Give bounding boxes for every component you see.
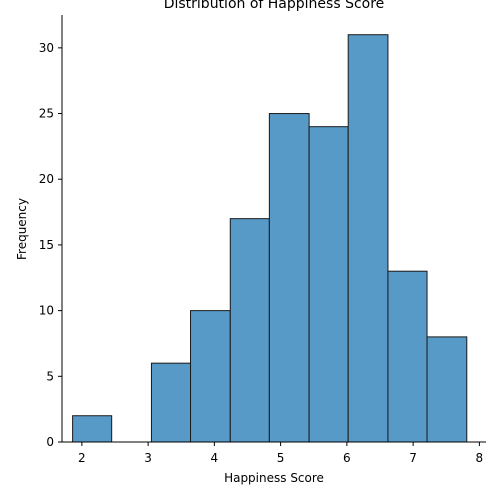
histogram-bar-5 — [229, 218, 270, 443]
bars-group — [72, 34, 468, 443]
x-tick-label: 3 — [144, 451, 152, 465]
x-tick-label: 6 — [343, 451, 351, 465]
y-axis-title: Frequency — [15, 198, 29, 260]
y-tick-label: 5 — [46, 369, 54, 383]
x-axis-title: Happiness Score — [224, 471, 324, 485]
y-tick-label: 30 — [39, 41, 54, 55]
y-tick-label: 25 — [39, 107, 54, 121]
histogram-bar-1 — [72, 415, 113, 443]
histogram-bar-3 — [150, 362, 192, 443]
histogram-bar-7 — [308, 126, 349, 443]
x-ticks-group: 2 3 4 5 6 7 8 — [78, 442, 483, 465]
x-tick-label: 8 — [476, 451, 484, 465]
histogram-bar-6 — [268, 113, 310, 443]
y-tick-label: 10 — [39, 304, 54, 318]
chart-title: Distribution of Happiness Score — [164, 0, 385, 12]
x-tick-label: 2 — [78, 451, 86, 465]
y-tick-label: 0 — [46, 435, 54, 449]
x-tick-label: 5 — [277, 451, 285, 465]
y-tick-label: 15 — [39, 238, 54, 252]
y-tick-label: 20 — [39, 172, 54, 186]
histogram-bar-8 — [347, 34, 389, 443]
x-tick-label: 4 — [211, 451, 219, 465]
y-ticks-group: 0 5 10 15 20 25 30 — [39, 41, 62, 449]
histogram-bar-4 — [190, 310, 231, 443]
histogram-bar-10 — [426, 336, 468, 443]
histogram-bar-9 — [387, 270, 428, 443]
x-tick-label: 7 — [409, 451, 417, 465]
